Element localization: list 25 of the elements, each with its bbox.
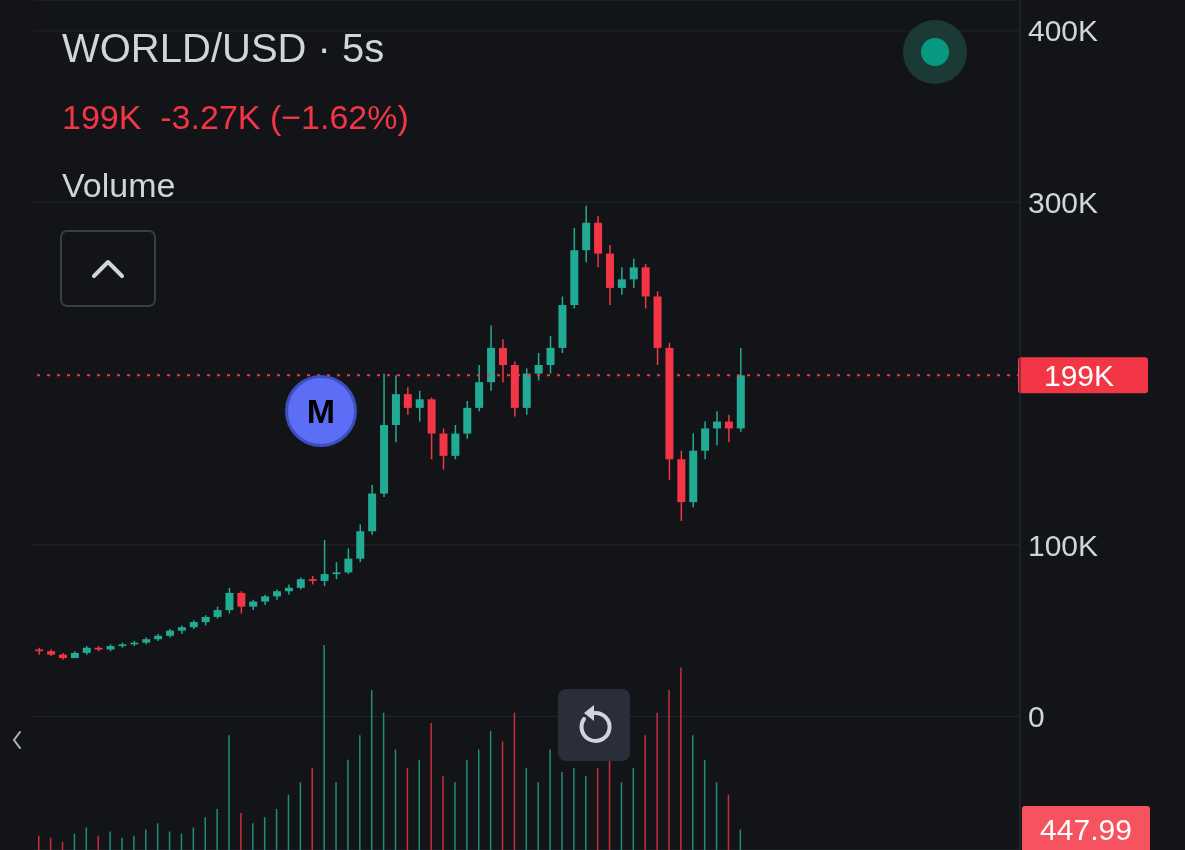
candlestick — [451, 424, 460, 461]
candlestick — [35, 647, 44, 656]
annotation: Volume — [62, 166, 176, 205]
candlestick — [344, 547, 353, 575]
y-tick-label: 0 — [1028, 699, 1045, 733]
candlestick — [439, 427, 448, 471]
ref-line-label: 199K — [1044, 359, 1115, 393]
candlestick — [629, 258, 638, 289]
candlestick — [415, 389, 424, 423]
candlestick — [701, 420, 710, 461]
candlestick — [498, 338, 507, 383]
letter-badge: M — [285, 375, 357, 447]
candlestick — [546, 335, 555, 375]
y-tick-label: 300K — [1028, 185, 1099, 219]
text: 199K -3.27K (−1.62%) — [62, 98, 409, 137]
candlestick — [617, 266, 626, 296]
candlestick — [225, 587, 234, 615]
candlestick — [534, 352, 543, 382]
y-tick-label: 400K — [1028, 14, 1099, 48]
candlestick — [320, 539, 329, 587]
candlestick — [403, 386, 412, 416]
text: 447.99 — [1022, 806, 1150, 850]
candlestick — [237, 590, 246, 615]
y-tick-label: 100K — [1028, 528, 1099, 562]
text: WORLD/USD · 5s — [62, 26, 385, 71]
